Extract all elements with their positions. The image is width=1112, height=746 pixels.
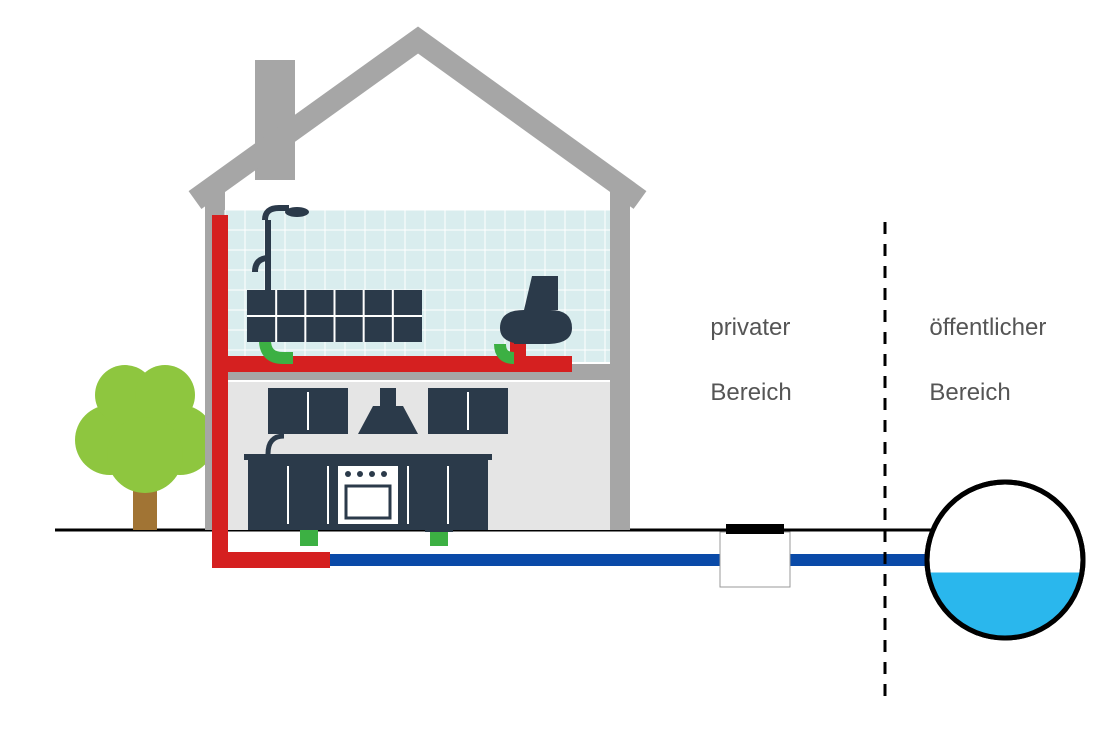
red-pipe-riser bbox=[212, 215, 228, 560]
label-public-l1: öffentlicher bbox=[929, 314, 1046, 341]
red-pipe-lateral bbox=[212, 552, 330, 568]
label-private: privater Bereich bbox=[697, 280, 792, 410]
label-public: öffentlicher Bereich bbox=[916, 280, 1046, 410]
chamber-lid bbox=[726, 524, 784, 534]
label-private-l2: Bereich bbox=[710, 379, 791, 406]
inspection-chamber bbox=[720, 532, 790, 587]
tree-foliage bbox=[75, 365, 215, 493]
cleanout-1 bbox=[300, 528, 318, 546]
blue-pipe bbox=[330, 554, 940, 566]
label-private-l1: privater bbox=[710, 314, 790, 341]
label-public-l2: Bereich bbox=[929, 379, 1010, 406]
shower-head-icon bbox=[285, 207, 309, 217]
wall-right bbox=[610, 190, 630, 530]
sewer-water bbox=[928, 572, 1082, 638]
